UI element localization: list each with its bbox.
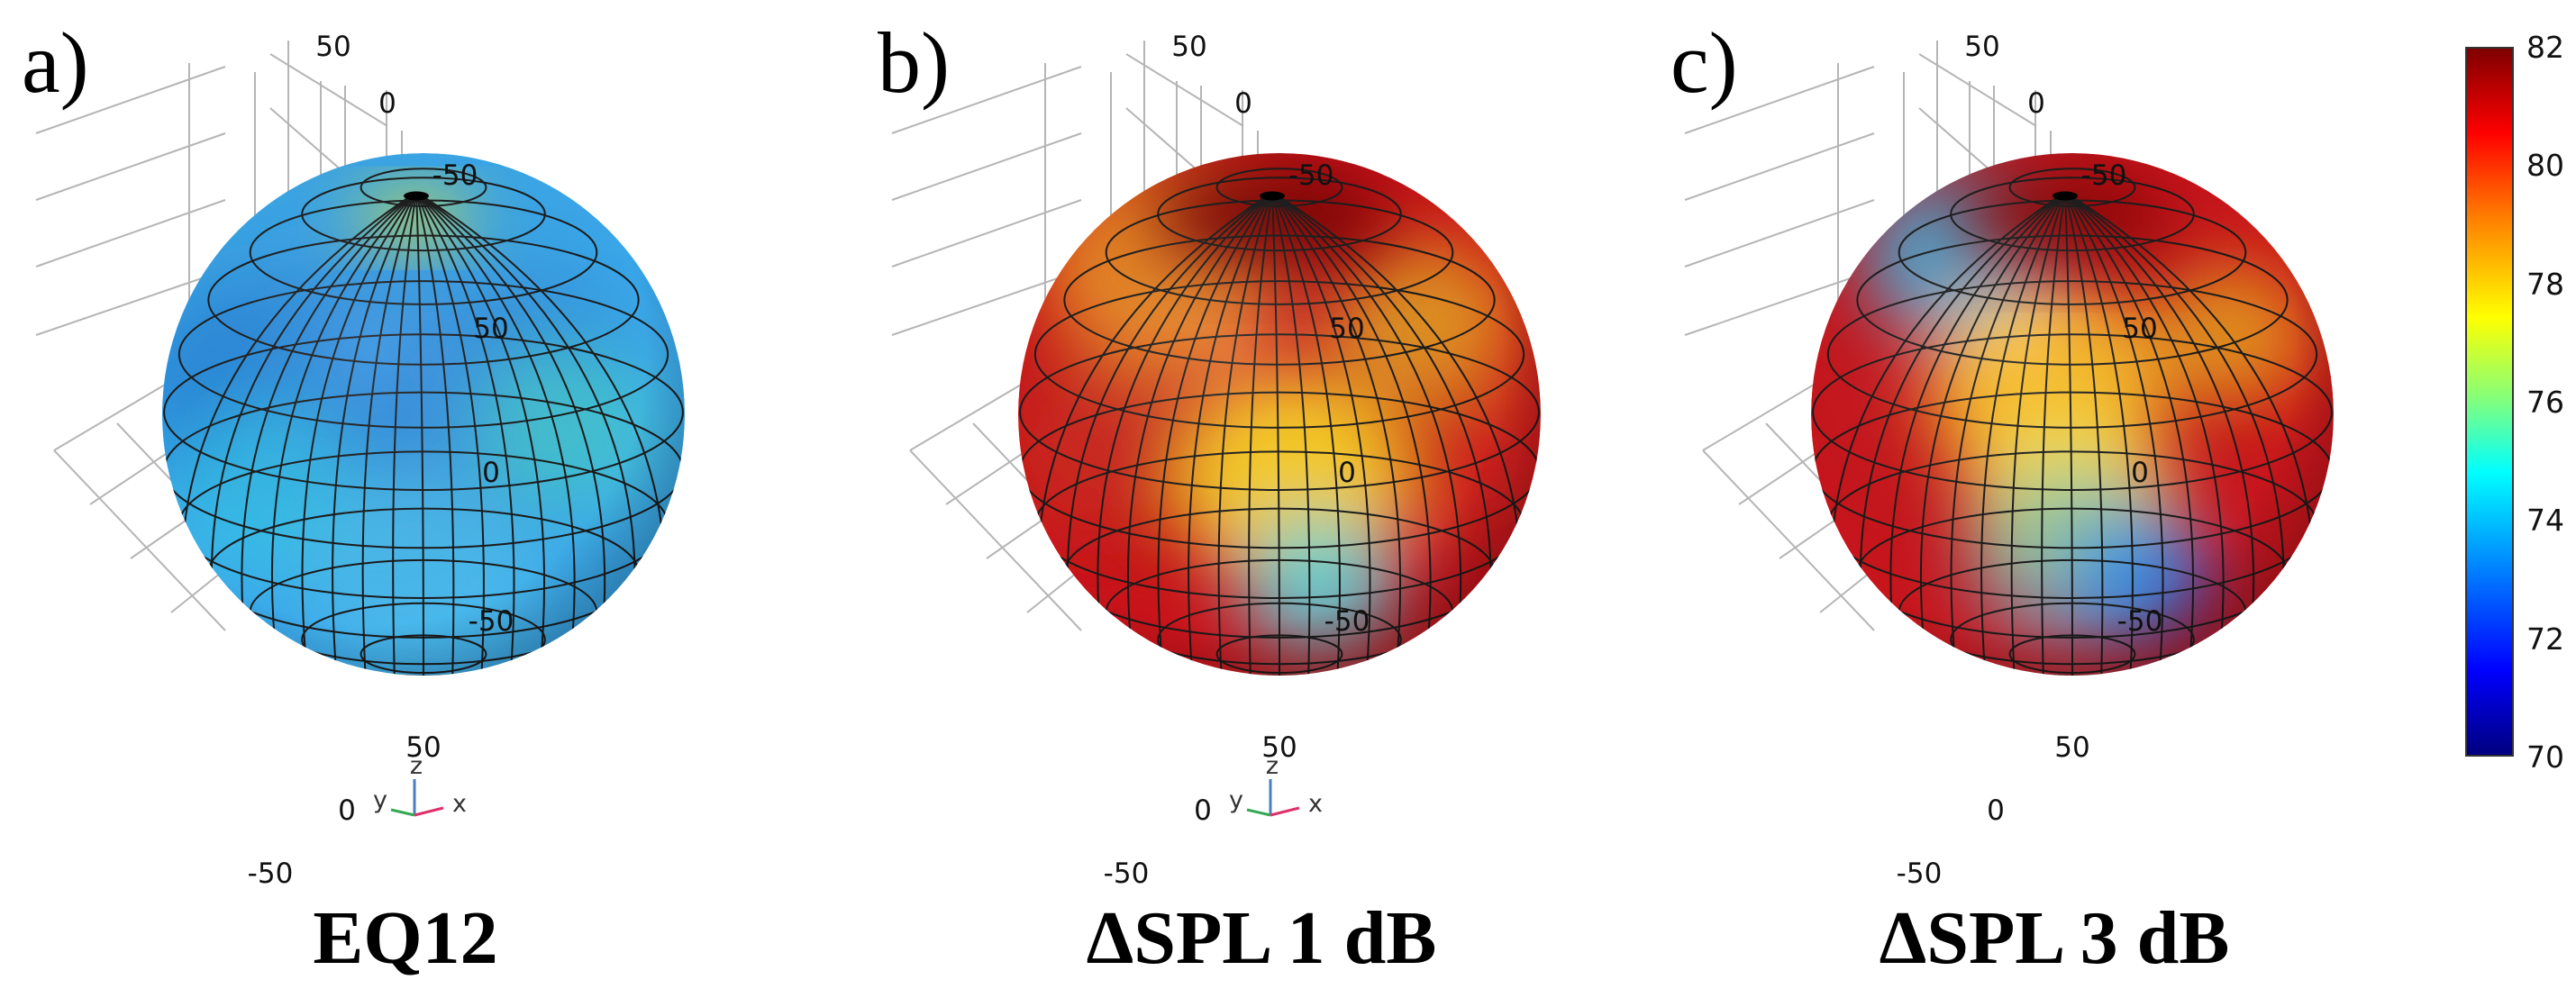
panel-c: c) 50 0 -50 50 0 -50 50 0 -50 ΔSPL 3 dB: [1649, 0, 2478, 998]
tick-label-x: 50: [2054, 731, 2089, 764]
left-grid-line: [1684, 199, 1875, 268]
left-grid-line: [35, 199, 226, 268]
left-grid-line: [891, 66, 1082, 134]
sphere-surface: [162, 153, 685, 676]
tick-label-z: 0: [482, 457, 500, 489]
panel-letter: c): [1670, 14, 1738, 111]
left-grid-line: [35, 269, 226, 336]
tick-label-z: 0: [1338, 457, 1356, 489]
tick-label-back-y: 0: [378, 87, 396, 120]
panel-a: a) 50 0 -50 50 0 -50 50 0 -50 z y x EQ12: [0, 0, 829, 998]
triad-x-axis: [1270, 806, 1300, 817]
plot-3d-scene: 50 0 -50 50 0 -50 50 0 -50 zy x: [35, 31, 685, 890]
triad-x-label: x: [452, 790, 467, 818]
triad-z-label: z: [410, 752, 423, 780]
tick-label-back-y: 0: [2027, 87, 2045, 120]
sphere-shading: [162, 153, 685, 676]
tick-label-back-y: 50: [1171, 31, 1206, 63]
left-grid-line: [35, 66, 226, 134]
pole-point: [1260, 191, 1285, 201]
tick-label-x: 0: [1987, 794, 2005, 827]
colorbar-label: 74: [2526, 503, 2564, 538]
left-grid-line: [891, 132, 1082, 201]
tick-label-back-y: 50: [1964, 31, 1999, 63]
left-grid-line: [1684, 66, 1875, 134]
tick-label-back-y: -50: [432, 159, 478, 192]
tick-label-x: -50: [248, 857, 294, 890]
panel-letter: a): [22, 14, 89, 111]
tick-label-z: -50: [1324, 605, 1370, 638]
tick-label-x: 0: [338, 794, 356, 827]
triad-x-label: x: [1308, 790, 1323, 818]
panel-caption: EQ12: [313, 896, 498, 980]
tick-label-z: 50: [1329, 313, 1364, 345]
colorbar-label: 70: [2526, 739, 2564, 775]
sphere-shading: [1811, 153, 2334, 676]
panel-letter: b): [878, 14, 950, 111]
left-grid-line: [35, 132, 226, 201]
right-grid-line: [1918, 53, 2037, 127]
colorbar-label: 78: [2526, 267, 2564, 302]
left-grid-line: [891, 199, 1082, 268]
tick-label-back-y: -50: [1288, 159, 1334, 192]
left-grid-line: [1684, 132, 1875, 201]
triad-y-label: y: [1229, 786, 1243, 814]
tick-label-x: 0: [1194, 794, 1212, 827]
triad-y-label: y: [373, 786, 387, 814]
plot-3d-scene: 50 0 -50 50 0 -50 50 0 -50 zy x: [891, 31, 1541, 890]
floor-grid-line: [1702, 449, 1875, 631]
colorbar-label: 82: [2526, 30, 2564, 65]
triad-z-label: z: [1266, 752, 1279, 780]
tick-label-z: 50: [2122, 313, 2157, 345]
floor-grid-line: [53, 449, 226, 631]
pole-point: [2053, 191, 2078, 201]
tick-label-back-y: 0: [1234, 87, 1252, 120]
pole-point: [404, 191, 429, 201]
tick-label-back-y: -50: [2081, 159, 2127, 192]
sphere-shading: [1018, 153, 1541, 676]
sphere-surface: [1811, 153, 2334, 676]
tick-label-back-y: 50: [315, 31, 350, 63]
tick-label-x: 50: [1261, 731, 1297, 764]
panel-caption: ΔSPL 3 dB: [1879, 896, 2230, 980]
triad-x-axis: [414, 806, 444, 817]
panel-b: b) 50 0 -50 50 0 -50 50 0 -50 z y x ΔSPL 1 dB: [856, 0, 1685, 998]
colorbar: [2465, 47, 2514, 757]
tick-label-z: -50: [469, 605, 514, 638]
tick-label-z: -50: [2117, 605, 2163, 638]
left-grid-line: [891, 269, 1082, 336]
tick-label-x: -50: [1897, 857, 1943, 890]
plot-3d-scene: 50 0 -50 50 0 -50 50 0 -50: [1684, 31, 2334, 890]
triad-y-axis: [1246, 808, 1271, 817]
colorbar-label: 76: [2526, 385, 2564, 420]
triad-y-axis: [390, 808, 415, 817]
sphere-surface: [1018, 153, 1541, 676]
left-grid-line: [1684, 269, 1875, 336]
tick-label-z: 50: [473, 313, 508, 345]
right-grid-line: [1125, 53, 1244, 127]
tick-label-z: 0: [2131, 457, 2149, 489]
panel-caption: ΔSPL 1 dB: [1086, 896, 1437, 980]
right-grid-line: [269, 53, 388, 127]
colorbar-label: 80: [2526, 148, 2564, 183]
tick-label-x: 50: [405, 731, 441, 764]
floor-grid-line: [909, 449, 1082, 631]
tick-label-x: -50: [1104, 857, 1150, 890]
colorbar-label: 72: [2526, 621, 2564, 657]
